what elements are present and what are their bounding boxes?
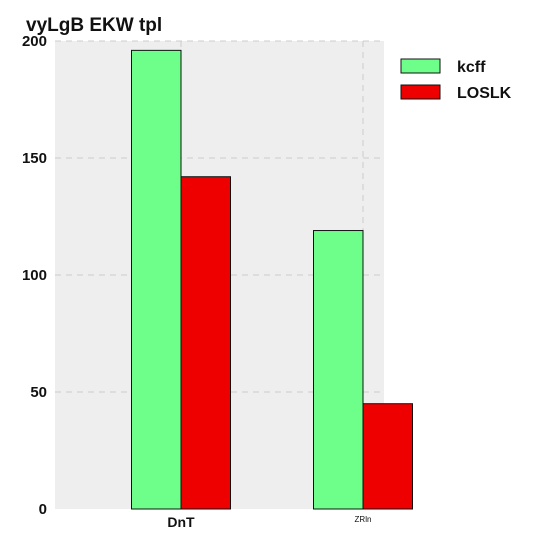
- bar-LOSLK-ZRln: [362, 403, 413, 510]
- y-tick-label: 150: [22, 150, 47, 167]
- legend-swatch-LOSLK: [400, 84, 441, 100]
- legend-label-kcff: kcff: [457, 59, 486, 76]
- y-tick-label: 100: [22, 267, 47, 284]
- bars: [131, 49, 413, 510]
- x-tick-label: DnT: [167, 514, 195, 530]
- y-tick-label: 200: [22, 33, 47, 50]
- x-axis-ticks: DnT ZRln: [167, 514, 371, 530]
- y-tick-label: 0: [39, 501, 47, 518]
- bar-LOSLK-DnT: [180, 176, 231, 510]
- legend-label-LOSLK: LOSLK: [457, 85, 512, 102]
- legend-swatch-kcff: [400, 58, 441, 74]
- x-tick-label: ZRln: [355, 515, 372, 524]
- legend: kcff LOSLK: [400, 58, 512, 102]
- y-axis-ticks: 0 50 100 150 200: [22, 33, 47, 518]
- bar-kcff-DnT: [131, 49, 182, 510]
- bar-kcff-ZRln: [313, 230, 364, 510]
- chart-title: vyLgB EKW tpl: [26, 15, 162, 36]
- y-tick-label: 50: [30, 384, 47, 401]
